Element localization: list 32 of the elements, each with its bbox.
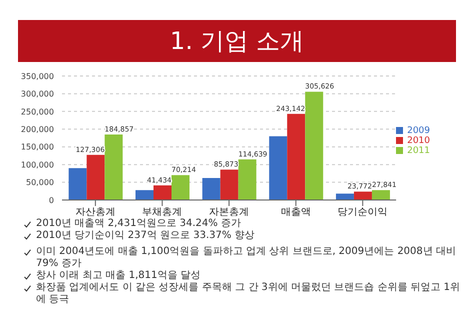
y-tick-label: 100,000	[20, 160, 54, 170]
bar	[172, 175, 190, 200]
legend-label: 2011	[407, 146, 430, 156]
bar	[86, 154, 105, 200]
y-tick-label: 200,000	[20, 124, 54, 134]
text: 이미 2004년도에 매출 1,100억원을 돌파하고 업계 상위 브랜드로, 2009년에는 2008년 대비 79% 증가	[36, 246, 457, 270]
bar	[305, 92, 324, 200]
bar	[336, 194, 354, 200]
text: 2010년 매출액 2,431억원으로 34.24% 증가	[36, 218, 241, 230]
bar	[104, 134, 123, 200]
y-tick-label: 150,000	[20, 142, 54, 152]
chart-title: 1. 기업 소개	[18, 20, 456, 62]
bar	[354, 192, 372, 200]
text: 2010년 당기순이익 237억 원으로 33.37% 향상	[36, 230, 255, 242]
bar	[68, 168, 87, 200]
bar	[269, 136, 288, 200]
text: 화장품 업계에서도 이 같은 성장세를 주목해 그 간 3위에 머물렀던 브랜드숍 순위를 뒤엎고 1위에 등극	[36, 282, 462, 306]
bar	[154, 185, 172, 200]
legend-label: 2009	[407, 126, 430, 136]
bar	[372, 190, 390, 200]
legend-label: 2010	[407, 136, 430, 146]
y-tick-label: 300,000	[20, 90, 54, 99]
bar	[287, 114, 306, 200]
y-tick-label: 0	[48, 196, 54, 205]
text: 창사 이래 최고 매출 1,811억을 달성	[36, 270, 201, 282]
y-tick-label: 50,000	[26, 178, 54, 188]
bar	[220, 170, 238, 200]
bar	[136, 190, 154, 200]
bar	[202, 178, 220, 200]
y-tick-label: 350,000	[20, 72, 54, 81]
bar	[238, 159, 256, 200]
y-tick-label: 250,000	[20, 107, 54, 116]
